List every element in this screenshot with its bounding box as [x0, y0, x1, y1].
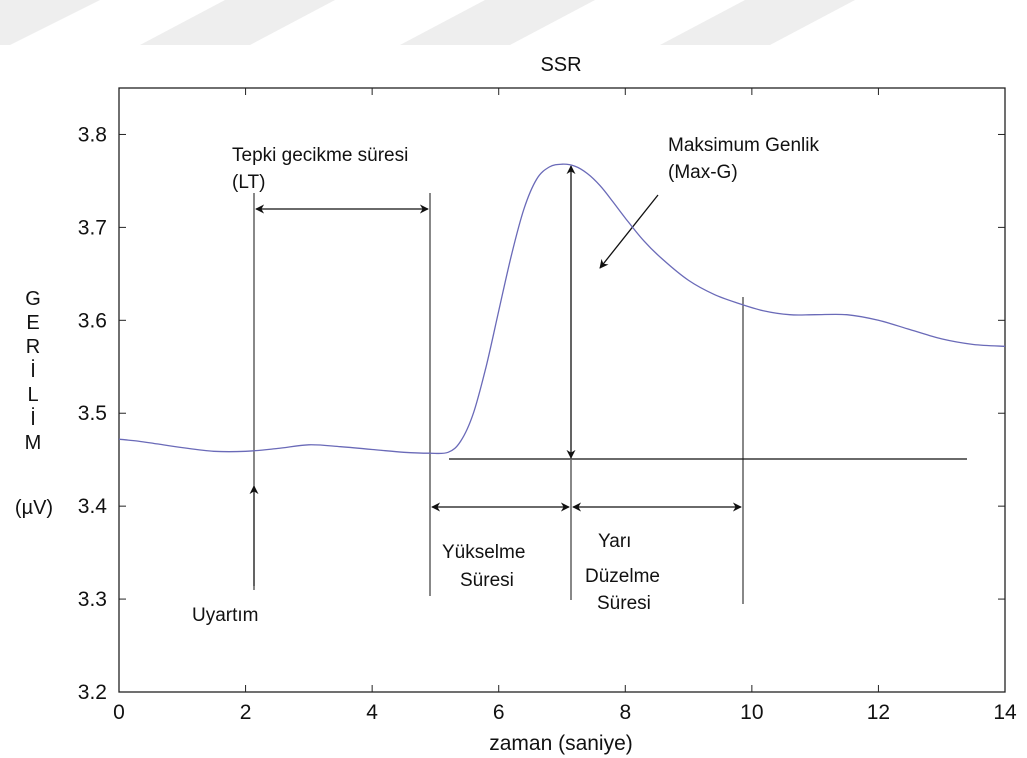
x-tick-labels: 0 2 4 6 8 10 12 14 — [113, 701, 1017, 724]
y-tick-label-3.3: 3.3 — [78, 588, 107, 611]
y-axis-label-letter: İ — [30, 407, 36, 430]
x-tick-label-4: 4 — [366, 701, 378, 724]
y-axis-label-letter: M — [25, 432, 42, 454]
rise-time-label-line1: Yükselme — [442, 542, 525, 563]
y-axis-label-letter: G — [25, 288, 41, 310]
lt-label-line2: (LT) — [232, 172, 265, 193]
x-tick-label-2: 2 — [240, 701, 252, 724]
chart-title: SSR — [540, 54, 581, 76]
max-g-label-line1: Maksimum Genlik — [668, 135, 819, 156]
y-tick-label-3.8: 3.8 — [78, 123, 107, 146]
x-axis-label: zaman (saniye) — [489, 732, 633, 755]
half-recovery-label-line2: Düzelme — [585, 566, 660, 587]
y-axis-label-letter: L — [27, 384, 38, 406]
x-tick-label-14: 14 — [993, 701, 1017, 724]
x-tick-label-12: 12 — [867, 701, 890, 724]
y-tick-label-3.5: 3.5 — [78, 402, 107, 425]
lt-label-line1: Tepki gecikme süresi — [232, 145, 408, 166]
max-g-pointer-arrow — [599, 194, 659, 269]
y-tick-label-3.2: 3.2 — [78, 681, 107, 704]
x-tick-label-0: 0 — [113, 701, 125, 724]
x-tick-label-8: 8 — [619, 701, 631, 724]
y-axis-unit-label: (µV) — [15, 497, 53, 519]
y-tick-labels: 3.2 3.3 3.4 3.5 3.6 3.7 3.8 — [78, 123, 108, 704]
y-axis-ticks — [119, 133, 1005, 693]
max-g-label-line2: (Max-G) — [668, 162, 738, 183]
half-recovery-label-line3: Süresi — [597, 593, 651, 614]
y-axis-label-letter: R — [26, 336, 40, 358]
half-recovery-label-line1: Yarı — [598, 531, 631, 552]
x-tick-label-10: 10 — [740, 701, 763, 724]
y-tick-label-3.7: 3.7 — [78, 216, 107, 239]
y-tick-label-3.4: 3.4 — [78, 495, 108, 518]
top-decoration — [0, 0, 855, 45]
ssr-signal-line — [118, 163, 1006, 455]
y-tick-label-3.6: 3.6 — [78, 309, 107, 332]
y-axis-label-letter: İ — [30, 359, 36, 382]
y-axis-label-letter: E — [26, 312, 39, 334]
stimulus-label: Uyartım — [192, 605, 259, 626]
x-tick-label-6: 6 — [493, 701, 505, 724]
plot-frame — [118, 87, 1006, 693]
rise-time-label-line2: Süresi — [460, 570, 514, 591]
x-axis-ticks — [118, 88, 1006, 692]
